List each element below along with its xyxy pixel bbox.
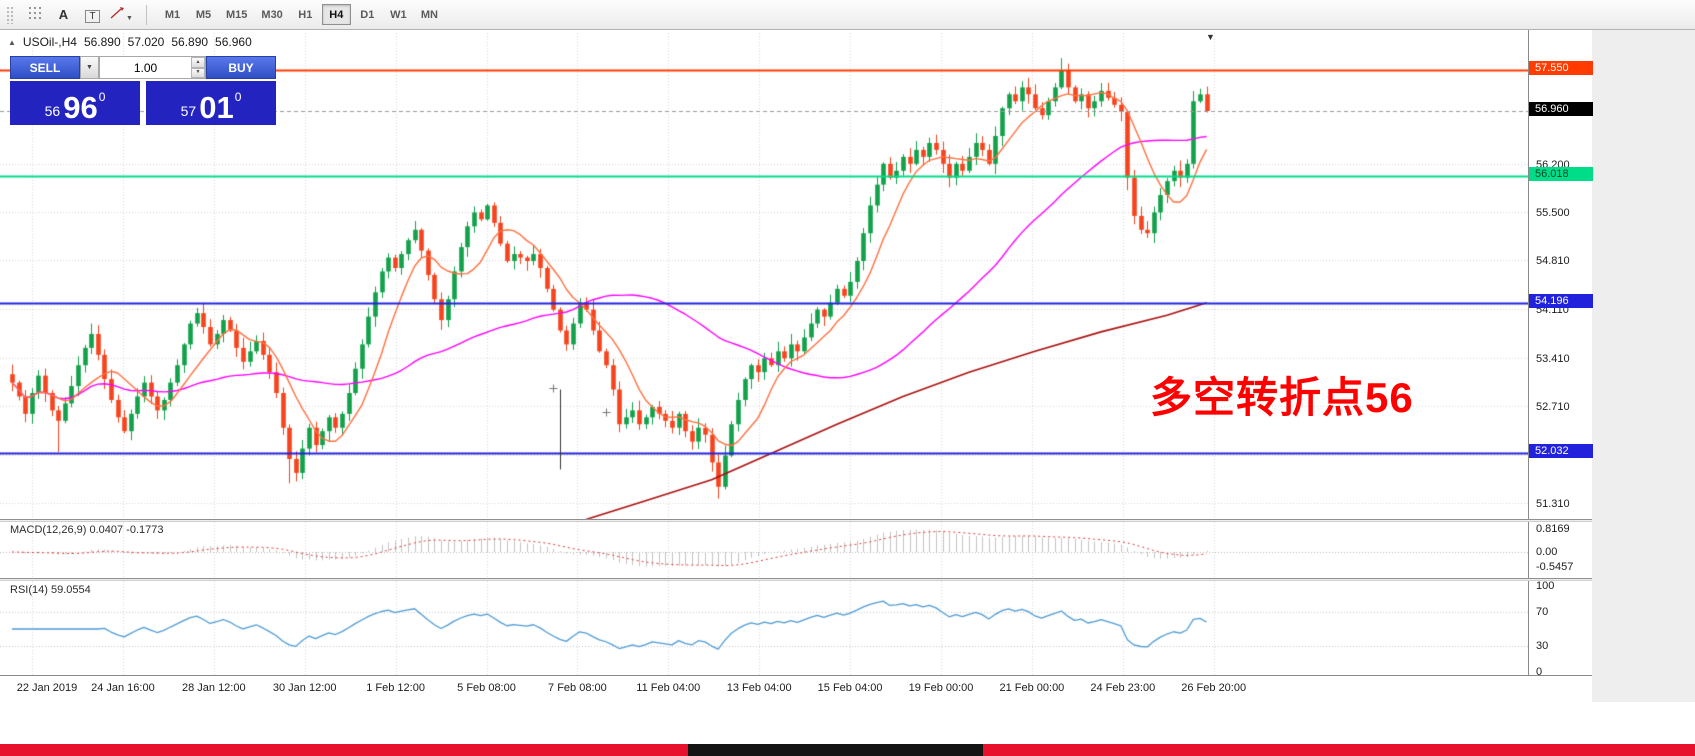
timeframe-button-M30[interactable]: M30 <box>255 4 288 25</box>
ask-big-digits: 01 <box>199 90 234 125</box>
pane-divider-rsi[interactable] <box>0 578 1592 581</box>
ohlc-close: 56.960 <box>215 35 252 49</box>
price-tick-label: 54.810 <box>1536 255 1570 268</box>
chart-window: 56.200 55.500 54.810 54.110 53.410 52.710 51.3… <box>0 30 1695 702</box>
buy-button[interactable]: BUY <box>206 56 276 79</box>
timeframe-button-MN[interactable]: MN <box>415 4 444 25</box>
rsi-axis-label: 0 <box>1536 666 1543 678</box>
line-studies-tool-button[interactable]: ▼ <box>108 3 135 27</box>
bid-big-digits: 96 <box>63 90 98 125</box>
time-axis-label: 26 Feb 20:00 <box>1181 682 1247 694</box>
time-axis-label: 22 Jan 2019 <box>16 682 78 694</box>
line-studies-icon: ▼ <box>110 6 133 23</box>
ohlc-low: 56.890 <box>171 35 209 49</box>
price-tag-56.960[interactable]: 56.960 <box>1529 102 1593 116</box>
volume-decrease-button[interactable]: ▼ <box>191 67 205 78</box>
timeframe-button-W1[interactable]: W1 <box>384 4 413 25</box>
drawing-tools-group: A T ▼ <box>21 3 135 27</box>
text-icon: A <box>58 7 69 22</box>
collapse-caret-icon[interactable]: ▲ <box>8 37 16 47</box>
time-axis-label: 21 Feb 00:00 <box>999 682 1065 694</box>
ask-superscript: 0 <box>234 90 242 104</box>
macd-axis-label: 0.8169 <box>1536 523 1570 536</box>
price-tag-52.032[interactable]: 52.032 <box>1529 444 1593 459</box>
timeframe-button-M5[interactable]: M5 <box>189 4 218 25</box>
one-click-trading-panel: SELL ▼ ▲ ▼ BUY 56 96 0 57 <box>10 56 276 125</box>
price-tick-label: 51.310 <box>1536 498 1570 511</box>
timeframe-group: M1 M5 M15 M30 H1 H4 D1 W1 MN <box>158 4 444 25</box>
rsi-axis-label: 70 <box>1536 605 1549 618</box>
time-axis-label: 19 Feb 00:00 <box>908 682 974 694</box>
time-axis-label: 13 Feb 04:00 <box>726 682 792 694</box>
ask-price-display[interactable]: 57 01 0 <box>146 81 276 125</box>
ohlc-open: 56.890 <box>83 35 121 49</box>
toolbar-grip[interactable] <box>6 5 14 24</box>
pane-divider-macd[interactable] <box>0 519 1592 522</box>
bid-prefix: 56 <box>44 103 61 119</box>
chart-annotation-text[interactable]: 多空转折点56 <box>1150 374 1414 421</box>
timeframe-button-D1[interactable]: D1 <box>353 4 382 25</box>
taskbar-window-segment[interactable] <box>688 744 983 756</box>
ask-prefix: 57 <box>180 103 197 119</box>
crosshair-tool-button[interactable] <box>21 3 48 27</box>
time-axis-label: 1 Feb 12:00 <box>366 682 425 694</box>
toolbar-separator <box>146 4 147 25</box>
price-axis[interactable]: 56.200 55.500 54.810 54.110 53.410 52.710 51.3… <box>1528 30 1593 702</box>
crosshair-icon <box>28 6 42 23</box>
bid-superscript: 0 <box>98 90 106 104</box>
time-axis-label: 7 Feb 08:00 <box>548 682 607 694</box>
taskbar-strip[interactable] <box>0 744 1695 756</box>
time-axis-label: 24 Feb 23:00 <box>1090 682 1156 694</box>
macd-indicator-label: MACD(12,26,9) 0.0407 -0.1773 <box>10 524 164 536</box>
time-axis-label: 24 Jan 16:00 <box>91 682 155 694</box>
macd-axis-label: 0.00 <box>1536 546 1558 558</box>
sell-button[interactable]: SELL <box>10 56 80 79</box>
time-axis-label: 30 Jan 12:00 <box>272 682 337 694</box>
bid-price-display[interactable]: 56 96 0 <box>10 81 140 125</box>
price-tag-57.550[interactable]: 57.550 <box>1529 61 1593 76</box>
volume-field-wrap: ▲ ▼ <box>99 56 206 79</box>
text-tool-button[interactable]: A <box>50 3 77 27</box>
window-gutter <box>1592 30 1695 702</box>
volume-dropdown-button[interactable]: ▼ <box>80 56 99 79</box>
volume-increase-button[interactable]: ▲ <box>191 57 205 68</box>
text-label-icon: T <box>85 7 100 23</box>
timeframe-button-M1[interactable]: M1 <box>158 4 187 25</box>
volume-spinner: ▲ ▼ <box>191 57 205 78</box>
text-label-tool-button[interactable]: T <box>79 3 106 27</box>
chevron-down-icon: ▼ <box>86 64 93 71</box>
price-tag-54.196[interactable]: 54.196 <box>1529 293 1593 308</box>
symbol-period-label: USOil-,H4 <box>22 35 77 49</box>
main-toolbar: A T ▼ M1 M5 M15 M30 H1 H4 D1 W1 MN <box>0 0 1695 30</box>
timeframe-button-M15[interactable]: M15 <box>220 4 253 25</box>
ohlc-high: 57.020 <box>127 35 165 49</box>
time-axis-label: 28 Jan 12:00 <box>181 682 246 694</box>
time-axis-label: 5 Feb 08:00 <box>457 682 516 694</box>
time-axis[interactable]: 22 Jan 2019 24 Jan 16:00 28 Jan 12:00 30 Ja… <box>0 675 1592 702</box>
volume-input[interactable] <box>100 57 205 78</box>
chart-header: ▲ USOil-,H4 56.890 57.020 56.890 56.960 <box>8 35 252 49</box>
time-axis-label: 15 Feb 04:00 <box>817 682 883 694</box>
rsi-indicator-label: RSI(14) 59.0554 <box>10 584 91 596</box>
chart-shift-marker-icon[interactable]: ▼ <box>1206 32 1215 42</box>
price-tick-label: 53.410 <box>1536 352 1570 365</box>
timeframe-button-H4[interactable]: H4 <box>321 4 351 25</box>
price-tag-56.018[interactable]: 56.018 <box>1529 167 1593 182</box>
price-chart-canvas[interactable] <box>0 30 1528 675</box>
rsi-axis-label: 100 <box>1536 580 1555 592</box>
time-axis-label: 11 Feb 04:00 <box>636 682 701 694</box>
price-tick-label: 55.500 <box>1536 207 1570 220</box>
macd-axis-label: -0.5457 <box>1536 561 1574 574</box>
timeframe-button-H1[interactable]: H1 <box>291 4 320 25</box>
rsi-axis-label: 30 <box>1536 640 1549 653</box>
price-tick-label: 52.710 <box>1536 401 1570 414</box>
